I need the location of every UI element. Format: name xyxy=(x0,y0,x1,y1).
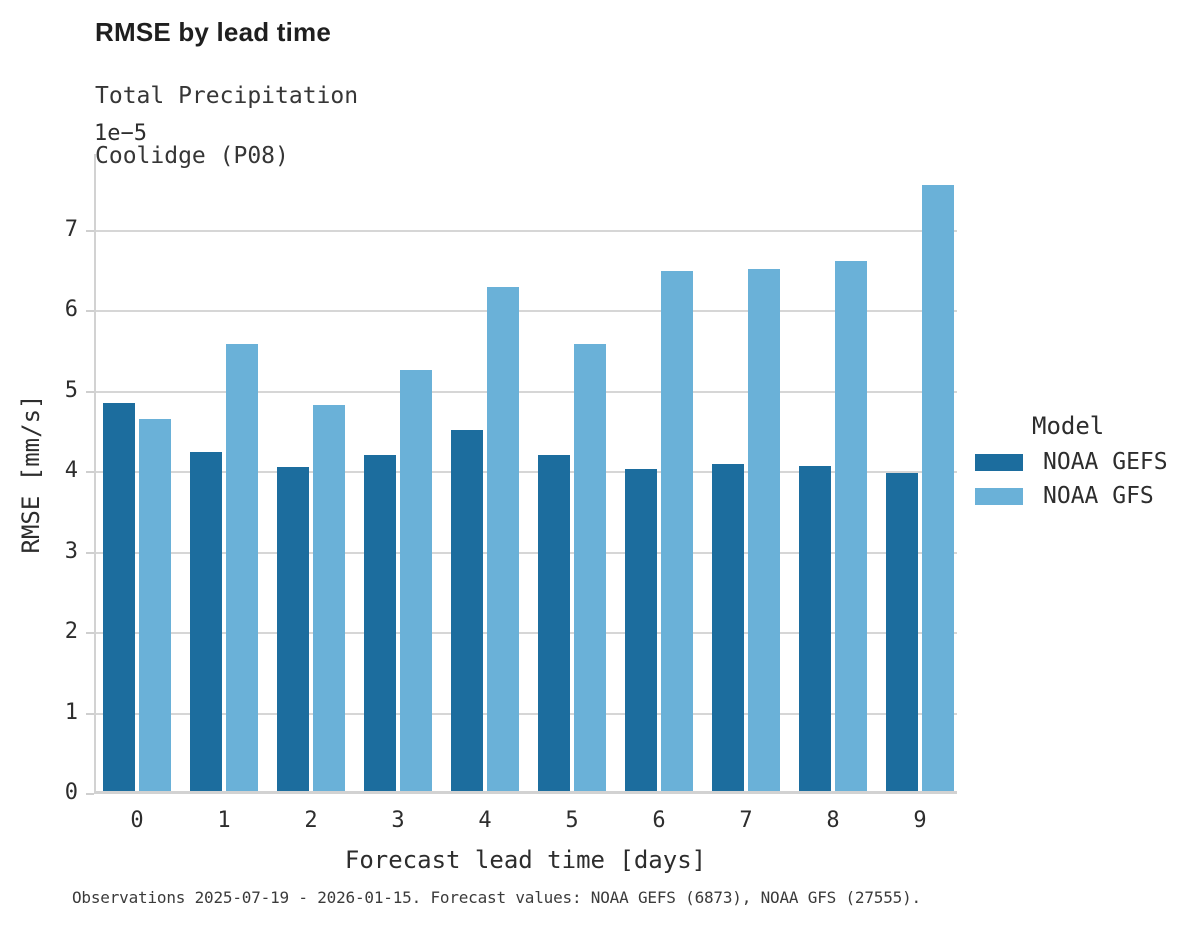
gridline-y-4 xyxy=(96,471,957,473)
legend-entry-noaa-gefs: NOAA GEFS xyxy=(975,449,1168,475)
bar-noaa-gefs-lead-3 xyxy=(364,455,396,791)
legend-swatch-noaa-gefs xyxy=(975,453,1023,471)
y-axis-title: RMSE [mm/s] xyxy=(17,394,45,554)
bar-noaa-gfs-lead-0 xyxy=(139,419,171,791)
chart-subtitle: Total Precipitation Coolidge (P08) xyxy=(95,51,358,201)
x-tick-label-2: 2 xyxy=(304,808,318,833)
x-tick-label-4: 4 xyxy=(478,808,492,833)
y-tick-label-6: 6 xyxy=(64,297,78,322)
bar-noaa-gefs-lead-1 xyxy=(190,452,222,791)
bar-noaa-gefs-lead-6 xyxy=(625,469,657,791)
chart-subtitle-line2: Coolidge (P08) xyxy=(95,143,289,169)
bar-noaa-gefs-lead-2 xyxy=(277,467,309,791)
y-tick-mark-1 xyxy=(86,712,94,715)
y-tick-mark-7 xyxy=(86,229,94,232)
bar-noaa-gefs-lead-4 xyxy=(451,430,483,791)
x-tick-label-0: 0 xyxy=(130,808,144,833)
x-axis-title: Forecast lead time [days] xyxy=(344,846,707,874)
y-tick-label-7: 7 xyxy=(64,216,78,242)
x-tick-label-1: 1 xyxy=(217,808,231,833)
bar-noaa-gfs-lead-2 xyxy=(313,405,345,791)
gridline-y-2 xyxy=(96,632,957,634)
chart-subtitle-line1: Total Precipitation xyxy=(95,83,359,109)
bar-noaa-gefs-lead-8 xyxy=(799,466,831,791)
bar-noaa-gefs-lead-7 xyxy=(712,464,744,791)
bar-noaa-gfs-lead-3 xyxy=(400,370,432,791)
bar-noaa-gfs-lead-4 xyxy=(487,287,519,791)
bar-noaa-gfs-lead-6 xyxy=(661,271,693,791)
chart-title: RMSE by lead time xyxy=(95,17,332,47)
gridline-y-7 xyxy=(96,229,957,232)
legend-label-noaa-gefs: NOAA GEFS xyxy=(1043,449,1168,475)
legend-label-noaa-gfs: NOAA GFS xyxy=(1043,483,1154,509)
legend-swatch-noaa-gfs xyxy=(975,487,1023,505)
legend-entry-noaa-gfs: NOAA GFS xyxy=(975,483,1154,509)
bar-noaa-gefs-lead-0 xyxy=(103,403,135,791)
y-tick-label-3: 3 xyxy=(64,538,78,564)
bar-noaa-gfs-lead-5 xyxy=(574,344,606,791)
y-tick-mark-5 xyxy=(86,390,94,393)
bar-noaa-gefs-lead-9 xyxy=(886,473,918,791)
y-tick-label-1: 1 xyxy=(64,699,78,725)
gridline-y-1 xyxy=(96,712,957,715)
y-tick-mark-6 xyxy=(86,310,94,312)
x-tick-label-5: 5 xyxy=(565,808,579,833)
gridline-y-6 xyxy=(96,310,957,312)
chart-caption: Observations 2025-07-19 - 2026-01-15. Fo… xyxy=(72,888,921,907)
bar-noaa-gfs-lead-8 xyxy=(835,261,867,791)
x-tick-label-7: 7 xyxy=(739,808,753,833)
y-axis-offset-label: 1e−5 xyxy=(94,121,147,146)
x-tick-label-6: 6 xyxy=(652,808,666,833)
y-tick-mark-0 xyxy=(86,793,94,795)
x-tick-label-3: 3 xyxy=(391,808,405,833)
y-tick-label-2: 2 xyxy=(64,619,78,644)
y-tick-label-0: 0 xyxy=(64,780,78,805)
x-tick-label-9: 9 xyxy=(913,808,927,833)
bar-noaa-gfs-lead-7 xyxy=(748,269,780,791)
gridline-y-5 xyxy=(96,390,957,393)
x-tick-label-8: 8 xyxy=(826,808,840,833)
legend-title: Model xyxy=(1032,412,1105,440)
bar-noaa-gfs-lead-9 xyxy=(922,185,954,791)
y-tick-label-5: 5 xyxy=(64,377,78,403)
y-tick-label-4: 4 xyxy=(64,458,78,483)
bar-noaa-gfs-lead-1 xyxy=(226,344,258,791)
plot-area: 0 1 2 3 4 5 6 7 0 1 2 3 4 5 6 7 8 9 xyxy=(65,154,957,833)
gridline-y-3 xyxy=(96,551,957,554)
bar-noaa-gefs-lead-5 xyxy=(538,455,570,791)
y-tick-mark-3 xyxy=(86,551,94,554)
y-tick-mark-2 xyxy=(86,632,94,634)
y-tick-mark-4 xyxy=(86,471,94,473)
